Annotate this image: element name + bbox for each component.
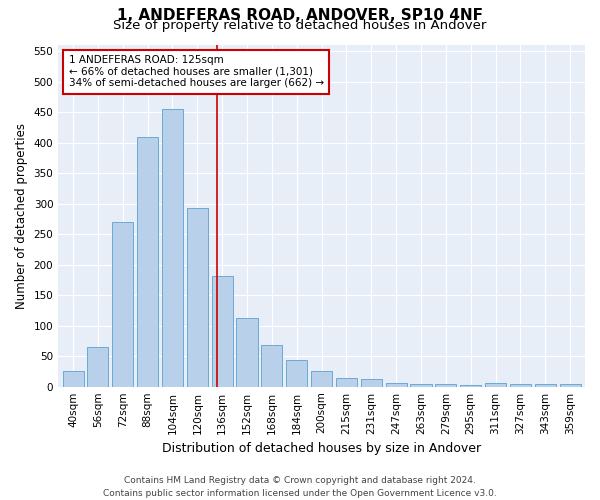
Bar — [535, 384, 556, 386]
Bar — [361, 380, 382, 386]
Text: Size of property relative to detached houses in Andover: Size of property relative to detached ho… — [113, 18, 487, 32]
Bar — [560, 384, 581, 386]
Bar — [311, 371, 332, 386]
Bar — [386, 383, 407, 386]
Bar — [112, 222, 133, 386]
Bar — [460, 385, 481, 386]
Bar — [236, 318, 257, 386]
Bar — [162, 109, 183, 386]
Bar — [336, 378, 357, 386]
Text: 1, ANDEFERAS ROAD, ANDOVER, SP10 4NF: 1, ANDEFERAS ROAD, ANDOVER, SP10 4NF — [117, 8, 483, 22]
Bar — [286, 360, 307, 386]
X-axis label: Distribution of detached houses by size in Andover: Distribution of detached houses by size … — [162, 442, 481, 455]
Text: 1 ANDEFERAS ROAD: 125sqm
← 66% of detached houses are smaller (1,301)
34% of sem: 1 ANDEFERAS ROAD: 125sqm ← 66% of detach… — [69, 56, 324, 88]
Bar — [137, 136, 158, 386]
Bar — [510, 384, 531, 386]
Bar — [485, 383, 506, 386]
Bar — [410, 384, 431, 386]
Bar — [262, 345, 283, 387]
Bar — [88, 347, 109, 387]
Bar — [435, 384, 457, 386]
Bar — [212, 276, 233, 386]
Y-axis label: Number of detached properties: Number of detached properties — [15, 123, 28, 309]
Bar — [62, 372, 83, 386]
Bar — [187, 208, 208, 386]
Text: Contains HM Land Registry data © Crown copyright and database right 2024.
Contai: Contains HM Land Registry data © Crown c… — [103, 476, 497, 498]
